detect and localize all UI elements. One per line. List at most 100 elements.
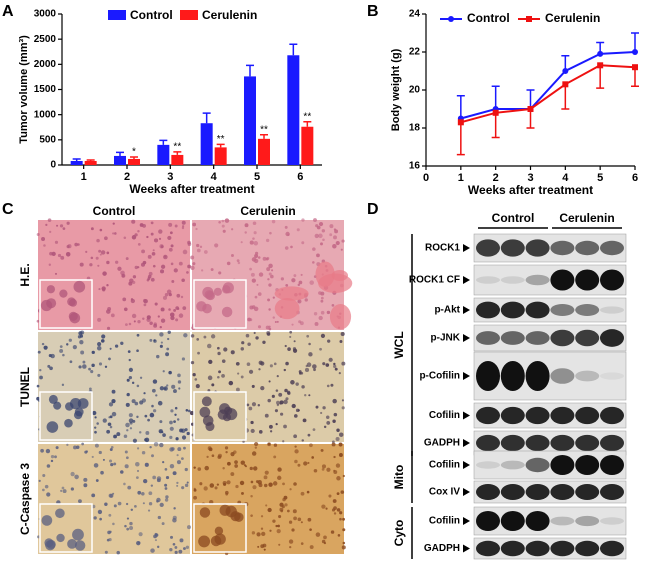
cell — [139, 223, 144, 227]
cell — [151, 404, 154, 408]
cell — [142, 260, 147, 265]
cell — [240, 460, 246, 465]
cell — [89, 263, 93, 267]
cell — [276, 400, 280, 405]
cell — [313, 218, 317, 222]
band — [575, 434, 600, 452]
cell — [36, 232, 40, 237]
cell — [194, 378, 198, 381]
cell — [44, 484, 49, 489]
x-axis-label: Weeks after treatment — [129, 182, 254, 196]
band — [550, 434, 575, 452]
cell — [79, 340, 84, 345]
cell — [260, 544, 265, 549]
cell — [45, 223, 48, 227]
cell — [336, 492, 340, 496]
arrow — [463, 334, 470, 342]
cell — [234, 464, 238, 468]
cell — [227, 461, 231, 466]
cell — [332, 244, 337, 249]
cell — [129, 526, 134, 531]
cell — [123, 482, 126, 486]
cell — [124, 524, 127, 528]
cell — [148, 271, 153, 276]
cell — [273, 362, 277, 366]
cell — [338, 432, 344, 437]
band — [476, 406, 500, 425]
band — [600, 517, 624, 525]
cell — [128, 322, 132, 326]
cell — [291, 403, 296, 409]
cell — [178, 387, 181, 390]
cell — [46, 464, 51, 468]
cell — [159, 325, 162, 329]
cell — [99, 517, 102, 521]
cell — [134, 265, 139, 270]
cell — [250, 514, 253, 517]
cell — [68, 338, 72, 342]
cell — [241, 341, 245, 345]
cell — [149, 338, 153, 342]
arrow — [463, 276, 470, 284]
cell — [106, 309, 111, 314]
cell — [108, 402, 114, 407]
x-tick-label: 3 — [167, 171, 173, 183]
cell — [137, 230, 140, 233]
cell — [247, 342, 251, 347]
cell — [329, 224, 334, 229]
cell — [94, 416, 97, 419]
bar — [114, 155, 126, 165]
cell — [109, 415, 113, 419]
cell — [107, 422, 112, 427]
cell — [320, 299, 324, 303]
band — [525, 484, 550, 500]
band — [525, 361, 550, 391]
cell — [314, 321, 319, 326]
cell — [304, 298, 308, 302]
cell — [333, 512, 337, 515]
cell — [228, 380, 234, 386]
band — [600, 240, 624, 256]
cell — [249, 466, 253, 471]
cell — [166, 384, 169, 387]
cell-zoom — [214, 526, 224, 536]
cell — [209, 483, 215, 488]
cell — [137, 490, 142, 495]
cell — [132, 280, 136, 284]
cell — [177, 447, 182, 452]
cell — [153, 441, 159, 447]
cell — [279, 402, 282, 405]
cell — [336, 508, 341, 512]
marker — [597, 50, 604, 57]
cell — [290, 380, 295, 385]
cell — [126, 517, 130, 520]
cell — [252, 485, 257, 490]
cell — [170, 244, 174, 248]
cell-zoom — [40, 299, 53, 312]
cell — [271, 394, 275, 398]
cell — [223, 482, 227, 486]
cell — [144, 414, 148, 418]
cell — [250, 272, 255, 277]
band — [476, 461, 500, 469]
x-tick-label: 1 — [81, 171, 87, 183]
cell — [230, 254, 234, 257]
band — [550, 516, 575, 526]
cell — [211, 454, 215, 458]
cell — [280, 412, 284, 416]
cell — [235, 387, 240, 392]
cell — [330, 530, 335, 534]
cell — [136, 415, 139, 419]
arrow — [463, 517, 470, 525]
significance: ** — [173, 142, 181, 153]
band — [575, 370, 600, 382]
error-bar — [86, 159, 95, 161]
cell — [322, 238, 325, 242]
cell — [230, 472, 235, 476]
cell — [179, 428, 184, 433]
band — [525, 301, 550, 319]
cell — [175, 318, 179, 322]
cell — [300, 521, 303, 524]
cell — [154, 302, 158, 306]
error-bar — [491, 112, 500, 139]
